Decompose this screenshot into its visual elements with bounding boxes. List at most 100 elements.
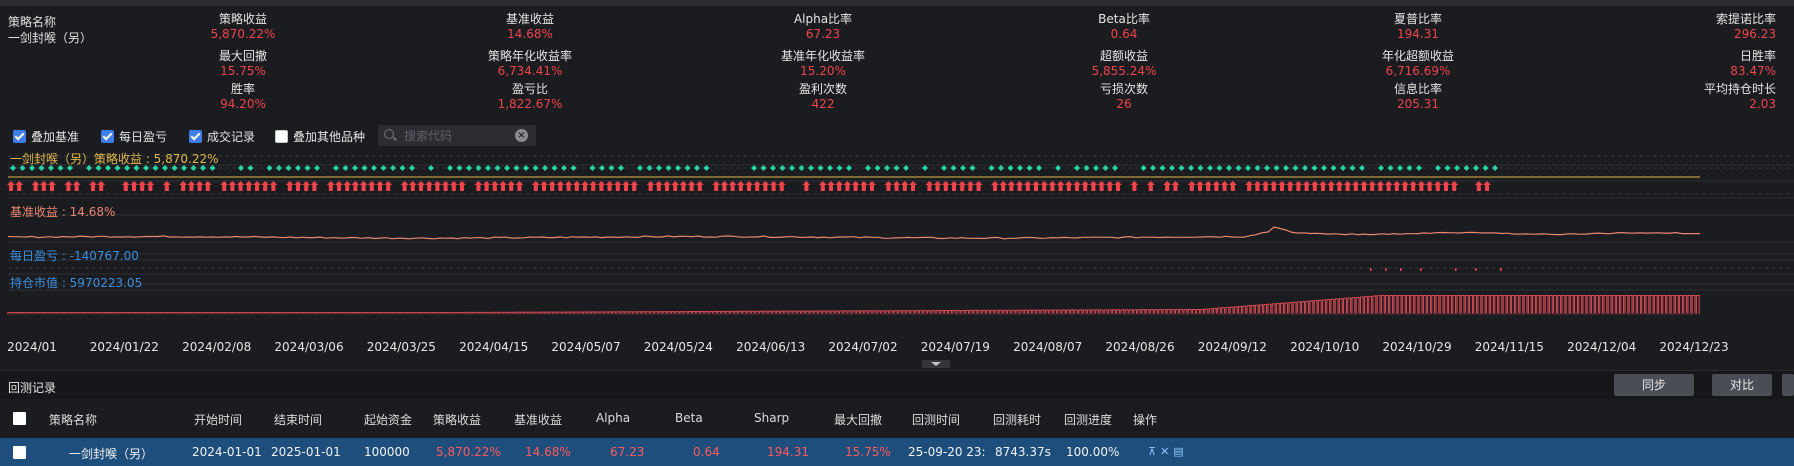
cell-benchmark-return: 14.68% <box>525 445 571 459</box>
delete-icon[interactable]: ✕ <box>1160 445 1170 458</box>
trades-checkbox[interactable]: 成交记录 <box>189 128 255 145</box>
position-bar <box>1217 307 1221 315</box>
position-bar <box>956 310 961 315</box>
sell-marker <box>637 165 643 171</box>
sell-marker <box>561 165 567 171</box>
strategy-name-value: 一剑封喉（另） <box>8 31 93 45</box>
sell-marker <box>361 165 368 171</box>
position-bar <box>1469 295 1473 315</box>
collapse-handle[interactable] <box>922 360 950 368</box>
stat-label: 基准年化收益率 <box>780 49 865 63</box>
buy-marker <box>1351 181 1360 191</box>
stats-panel: 策略名称 一剑封喉（另） 策略收益 5,870.22% 基准收益 14.68% Alph… <box>0 6 1794 120</box>
records-title: 回测记录 <box>8 381 57 395</box>
sell-marker <box>1083 165 1090 171</box>
daily-pnl-checkbox[interactable]: 每日盈亏 <box>101 128 167 145</box>
pin-top-icon[interactable]: ⊼ <box>1148 445 1157 458</box>
table-row[interactable]: 一剑封喉（另） 2024-01-01 2025-01-01 100000 5,8… <box>0 438 1794 466</box>
overlay-benchmark-checkbox[interactable]: 叠加基准 <box>13 128 79 145</box>
buy-marker <box>121 181 130 191</box>
sell-marker <box>1454 165 1460 171</box>
position-bar <box>1645 295 1650 315</box>
sync-button[interactable]: 同步 <box>1614 374 1694 396</box>
position-bar <box>1502 295 1507 315</box>
position-bar <box>1343 297 1347 315</box>
position-bar <box>1557 295 1562 315</box>
cell-elapsed: 8743.37s <box>995 445 1051 459</box>
sell-marker <box>190 165 197 171</box>
column-header[interactable]: Beta <box>675 411 703 425</box>
position-bar <box>1498 295 1503 315</box>
column-header[interactable]: 基准收益 <box>514 413 563 427</box>
stat-value: 94.20% <box>220 97 266 111</box>
position-bar <box>923 310 927 315</box>
column-header[interactable]: 回测时间 <box>912 413 961 427</box>
x-tick-label: 2024/10/10 <box>1290 340 1360 354</box>
sell-marker <box>532 165 539 171</box>
position-bar <box>1595 295 1599 315</box>
position-bar <box>1506 295 1511 315</box>
buy-marker <box>597 181 606 191</box>
cell-strategy-return: 5,870.22% <box>436 445 501 459</box>
position-bar <box>977 309 982 315</box>
sell-marker <box>1159 165 1166 171</box>
column-header[interactable]: 开始时间 <box>194 413 243 427</box>
sell-marker <box>1387 165 1394 171</box>
column-header[interactable]: 起始资金 <box>364 413 413 427</box>
column-header[interactable]: 操作 <box>1133 413 1158 427</box>
position-bar <box>1616 295 1620 315</box>
column-header[interactable]: Sharp <box>754 411 790 425</box>
detail-icon[interactable]: ▤ <box>1173 445 1184 458</box>
column-header[interactable]: 回测耗时 <box>993 413 1042 427</box>
position-bar <box>1548 295 1553 315</box>
position-bar <box>1477 295 1482 315</box>
sell-marker <box>371 165 377 171</box>
position-bar <box>948 310 953 315</box>
select-all-checkbox[interactable] <box>13 412 26 425</box>
position-bar <box>1511 295 1515 315</box>
sell-marker <box>589 165 596 171</box>
buy-marker <box>1368 181 1377 191</box>
buy-marker <box>966 181 975 191</box>
symbol-search-input[interactable] <box>402 127 506 145</box>
buy-marker <box>261 181 270 191</box>
position-bar <box>960 310 965 315</box>
more-button[interactable] <box>1782 374 1794 396</box>
position-bar <box>965 309 969 315</box>
position-bar <box>939 310 944 315</box>
sell-marker <box>570 165 577 171</box>
column-header[interactable]: 回测进度 <box>1064 413 1113 427</box>
x-tick-label: 2024/07/02 <box>828 340 898 354</box>
sell-marker <box>428 165 434 171</box>
buy-marker <box>1245 181 1254 191</box>
column-header[interactable]: 策略名称 <box>49 413 98 427</box>
sell-marker <box>10 165 16 171</box>
buy-marker <box>1171 181 1180 191</box>
row-checkbox[interactable] <box>13 446 26 459</box>
column-header[interactable]: 最大回撤 <box>834 413 883 427</box>
position-bar <box>1166 309 1171 315</box>
overlay-other-checkbox[interactable]: 叠加其他品种 <box>275 128 365 145</box>
clear-icon[interactable]: × <box>515 129 528 142</box>
stat-0-5: 索提诺比率 296.23 <box>1616 12 1776 42</box>
stat-label: 年化超额收益 <box>1381 49 1454 63</box>
position-bar <box>1149 309 1154 315</box>
buy-marker <box>851 181 860 191</box>
x-tick-label: 2024/05/24 <box>643 340 713 354</box>
buy-marker <box>97 181 106 191</box>
buy-marker <box>581 181 589 191</box>
compare-button[interactable]: 对比 <box>1712 374 1772 396</box>
column-header[interactable]: Alpha <box>596 411 631 425</box>
sell-marker <box>86 165 92 171</box>
position-bar <box>1040 309 1045 315</box>
position-bar <box>1288 302 1293 315</box>
buy-marker <box>843 181 852 191</box>
sell-marker <box>884 165 890 171</box>
x-tick-label: 2024/02/08 <box>182 340 252 354</box>
x-tick-label: 2024/12/04 <box>1567 340 1637 354</box>
cell-end: 2025-01-01 <box>271 445 341 459</box>
buy-marker <box>294 181 302 191</box>
column-header[interactable]: 结束时间 <box>274 413 323 427</box>
buy-marker <box>39 181 48 191</box>
column-header[interactable]: 策略收益 <box>433 413 482 427</box>
